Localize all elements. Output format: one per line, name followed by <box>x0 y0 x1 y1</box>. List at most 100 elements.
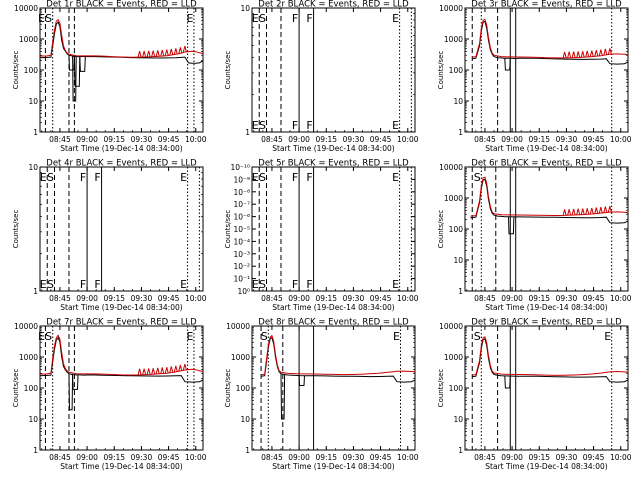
y-tick-label: 10⁻⁸ <box>233 188 250 197</box>
lld-spike <box>571 208 576 216</box>
lld-series-line <box>39 18 204 58</box>
panel-title: Det 9r BLACK = Events, RED = LLD <box>471 318 622 328</box>
time-marker-label: E <box>186 12 193 25</box>
time-marker-label: E <box>252 119 259 132</box>
y-tick-label: 100 <box>24 66 39 75</box>
x-tick-label: 09:30 <box>131 453 153 462</box>
y-tick-label: 1 <box>458 128 463 137</box>
x-tick-label: 09:00 <box>501 453 523 462</box>
time-marker-label: E <box>38 12 45 25</box>
y-tick-label: 10 <box>240 415 250 424</box>
y-tick-label: 10 <box>28 163 38 172</box>
events-series-line <box>472 337 629 383</box>
x-tick-label: 09:00 <box>501 294 523 303</box>
lld-spike <box>567 51 572 58</box>
x-tick-label: 09:30 <box>131 294 153 303</box>
x-tick-label: 09:45 <box>158 453 180 462</box>
detector-panel: Det 9r BLACK = Events, RED = LLD 1 10 100 10… <box>437 318 632 472</box>
events-dropout <box>73 56 81 87</box>
y-axis-label: Counts/sec <box>12 369 20 408</box>
x-tick-label: 09:15 <box>103 135 125 144</box>
detector-panel: Det 1r BLACK = Events, RED = LLD 1 10 100 10… <box>12 0 207 153</box>
x-tick-label: 09:30 <box>556 453 578 462</box>
y-tick-label: 10⁻² <box>233 262 250 271</box>
x-tick-label: 08:45 <box>261 294 283 303</box>
time-marker-label: F <box>94 171 100 184</box>
lld-spike <box>576 51 581 58</box>
panel-title: Det 6r BLACK = Events, RED = LLD <box>471 159 622 169</box>
x-tick-label: 09:45 <box>370 294 392 303</box>
x-axis-label: Start Time (19-Dec-14 08:34:00) <box>60 303 182 312</box>
lld-spike <box>178 364 183 372</box>
x-tick-label: 09:15 <box>103 294 125 303</box>
lld-spike <box>603 48 608 56</box>
events-series-line <box>470 178 629 224</box>
events-dropout <box>68 55 75 71</box>
lld-spike <box>151 368 156 375</box>
events-dropout <box>280 373 286 420</box>
y-tick-label: 10⁻⁷ <box>233 200 250 209</box>
lld-spike <box>169 48 174 56</box>
time-marker-label: F <box>292 12 298 25</box>
detector-panel: Det 2r BLACK = Events, RED = LLD 1 10 08:45… <box>224 0 419 153</box>
x-tick-label: 08:45 <box>474 135 496 144</box>
events-dropout <box>79 56 86 72</box>
detector-panel: Det 7r BLACK = Events, RED = LLD 1 10 100 10… <box>12 318 207 472</box>
x-tick-label: 08:45 <box>49 294 71 303</box>
x-tick-label: 09:15 <box>315 135 337 144</box>
x-tick-label: 09:30 <box>343 135 365 144</box>
detector-panel: Det 4r BLACK = Events, RED = LLD 1 10 08:45… <box>12 159 207 313</box>
plot-frame <box>39 166 204 292</box>
lld-spike <box>567 209 572 216</box>
y-axis-label: Counts/sec <box>12 210 20 249</box>
y-tick-label: 100 <box>24 384 39 393</box>
lld-spike <box>146 368 151 375</box>
x-tick-label: 09:00 <box>288 135 310 144</box>
y-tick-label: 10 <box>28 415 38 424</box>
x-tick-label: 09:00 <box>288 453 310 462</box>
lld-series-line <box>472 18 629 59</box>
detector-panel: Det 3r BLACK = Events, RED = LLD 1 10 100 10… <box>437 0 632 153</box>
panel-title: Det 5r BLACK = Events, RED = LLD <box>258 159 409 169</box>
x-tick-label: 09:15 <box>315 294 337 303</box>
y-tick-label: 10 <box>453 97 463 106</box>
x-tick-label: 09:30 <box>343 294 365 303</box>
x-tick-label: 09:45 <box>370 135 392 144</box>
time-marker-label: S <box>261 330 268 343</box>
x-tick-label: 09:15 <box>528 453 550 462</box>
x-tick-label: 08:45 <box>49 135 71 144</box>
time-marker-label: F <box>306 171 312 184</box>
events-series-line <box>39 336 204 383</box>
detector-panel: Det 6r BLACK = Events, RED = LLD 1 10 100 10… <box>437 159 632 313</box>
time-marker-label: E <box>604 330 611 343</box>
x-tick-label: 10:00 <box>397 294 419 303</box>
x-tick-label: 09:30 <box>556 294 578 303</box>
lld-spike <box>585 208 590 215</box>
x-tick-label: 09:00 <box>76 294 98 303</box>
panel-title: Det 8r BLACK = Events, RED = LLD <box>258 318 409 328</box>
plot-frame <box>464 166 629 292</box>
x-tick-label: 09:45 <box>583 135 605 144</box>
x-tick-label: 10:00 <box>185 294 207 303</box>
y-tick-label: 1 <box>458 446 463 455</box>
x-axis-label: Start Time (19-Dec-14 08:34:00) <box>272 144 394 153</box>
time-marker-label: F <box>80 278 86 291</box>
lld-spike <box>146 50 151 58</box>
y-tick-label: 10⁻⁶ <box>233 213 250 222</box>
time-marker-label: E <box>392 12 399 25</box>
x-tick-label: 10:00 <box>185 135 207 144</box>
y-axis-label: Counts/sec <box>437 369 445 408</box>
panel-title: Det 7r BLACK = Events, RED = LLD <box>46 318 197 328</box>
time-marker-label: S <box>47 171 54 184</box>
events-series-line <box>39 21 204 64</box>
plot-frame <box>39 7 204 133</box>
time-marker-label: S <box>259 171 266 184</box>
lld-spike <box>173 365 178 373</box>
lld-spike <box>178 47 183 54</box>
detector-panel: Det 8r BLACK = Events, RED = LLD 1 10 100 10… <box>224 318 419 472</box>
time-marker-label: E <box>40 278 47 291</box>
time-marker-label: F <box>292 171 298 184</box>
x-tick-label: 09:00 <box>288 294 310 303</box>
events-dropout <box>68 373 74 411</box>
